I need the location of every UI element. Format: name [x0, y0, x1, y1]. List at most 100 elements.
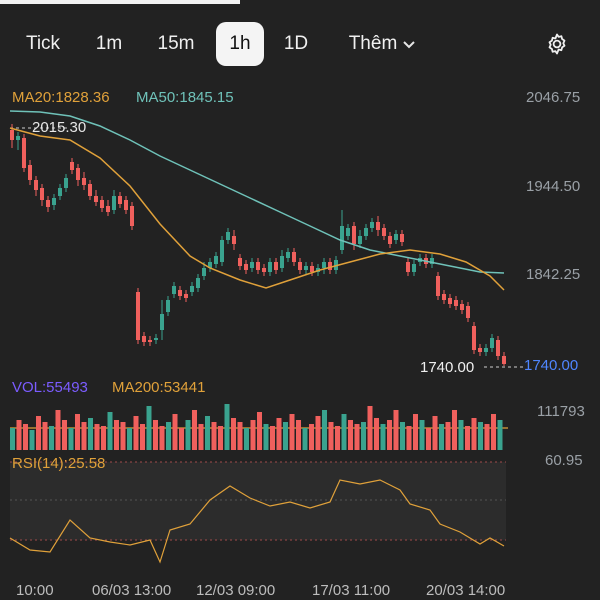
candle-body: [274, 262, 278, 270]
candle-body: [382, 228, 386, 236]
volume-bar: [341, 414, 347, 450]
volume-bar: [270, 426, 275, 450]
volume-bar: [296, 420, 301, 450]
candle-body: [118, 196, 122, 204]
candle-body: [196, 278, 200, 288]
candle-body: [52, 198, 56, 205]
volume-bar: [159, 426, 165, 450]
candle-body: [322, 262, 326, 268]
time-tick: 10:00: [16, 582, 54, 599]
tab-15m[interactable]: 15m: [157, 33, 195, 54]
candle-body: [292, 252, 296, 262]
candle-body: [190, 286, 194, 292]
candle-body: [76, 168, 80, 180]
candle-body: [238, 258, 242, 266]
candle-body: [424, 258, 428, 264]
tab-1d[interactable]: 1D: [283, 33, 309, 54]
volume-bar: [166, 422, 171, 450]
candle-body: [448, 298, 452, 304]
volume-bar: [244, 428, 249, 450]
candle-body: [34, 180, 38, 190]
volume-bar: [42, 422, 48, 450]
candle-body: [130, 206, 134, 226]
volume-bar: [367, 406, 373, 450]
candle-body: [124, 200, 128, 210]
candle-body: [370, 222, 374, 228]
candle-body: [148, 340, 152, 342]
volume-bar: [465, 426, 470, 450]
ma20-line: [9, 127, 505, 291]
time-tick: 12/03 09:00: [196, 582, 276, 599]
candle-body: [142, 336, 146, 342]
candle-body: [106, 206, 110, 212]
volume-bar: [62, 420, 67, 450]
candle-body: [346, 228, 350, 236]
candle-body: [244, 264, 248, 270]
candle-body: [304, 266, 308, 270]
rsi-line: [9, 479, 505, 564]
volume-bar: [146, 406, 152, 450]
volume-bar: [276, 418, 282, 450]
volume-bar: [94, 424, 100, 450]
volume-bar: [231, 418, 236, 450]
candle-body: [364, 228, 368, 236]
candle-body: [58, 188, 62, 196]
candle-body: [340, 226, 344, 250]
ma20-label: MA20:1828.36: [12, 89, 110, 106]
volume-bar: [237, 422, 243, 450]
volume-bar: [309, 424, 314, 450]
candle-body: [484, 348, 488, 352]
candle-body: [358, 236, 362, 244]
volume-bar: [36, 416, 41, 450]
volume-bar: [322, 410, 327, 450]
volume-bar: [120, 422, 126, 450]
time-tick: 20/03 14:00: [426, 582, 506, 599]
time-tick: 06/03 13:00: [92, 582, 172, 599]
candle-body: [394, 234, 398, 240]
candle-body: [178, 290, 182, 296]
volume-bar: [302, 428, 308, 450]
candle-body: [10, 130, 14, 140]
candle-body: [184, 294, 188, 298]
candle-body: [466, 306, 470, 318]
volume-bar: [211, 422, 217, 450]
candle-body: [460, 304, 464, 310]
timeframe-toolbar: Tick 1m 15m 1h 1D Thêm: [0, 22, 600, 66]
volume-bar: [179, 428, 184, 450]
candle-body: [352, 226, 356, 244]
gear-icon[interactable]: [545, 32, 569, 56]
candle-body: [232, 236, 236, 244]
candle-body: [172, 286, 176, 294]
tab-tick[interactable]: Tick: [25, 33, 61, 54]
candle-body: [490, 338, 494, 348]
volume-bar: [393, 410, 399, 450]
candle-body: [334, 260, 338, 270]
volume-bar: [406, 426, 412, 450]
volume-bar: [400, 422, 405, 450]
volume-bar: [432, 416, 438, 450]
volume-bar: [75, 414, 80, 450]
volume-bar: [250, 420, 256, 450]
volume-bar: [471, 418, 477, 450]
volume-bar: [315, 416, 321, 450]
candle-body: [478, 348, 482, 352]
volume-bar: [224, 404, 230, 450]
volume-bar: [16, 420, 22, 450]
candle-body: [454, 300, 458, 306]
price-tick: 1842.25: [526, 266, 581, 283]
candle-body: [268, 262, 272, 272]
candle-body: [418, 258, 422, 262]
volume-bar: [185, 420, 191, 450]
volume-bar: [445, 422, 451, 450]
volume-bar: [452, 410, 457, 450]
tab-1m[interactable]: 1m: [95, 33, 123, 54]
candle-body: [388, 236, 392, 244]
volume-bar: [328, 422, 334, 450]
candle-body: [208, 262, 212, 268]
candle-body: [406, 262, 410, 272]
price-tick: 2046.75: [526, 89, 581, 106]
tab-more[interactable]: Thêm: [334, 22, 430, 66]
tab-1h[interactable]: 1h: [216, 22, 264, 66]
candle-body: [472, 326, 476, 350]
candle-body: [256, 262, 260, 270]
